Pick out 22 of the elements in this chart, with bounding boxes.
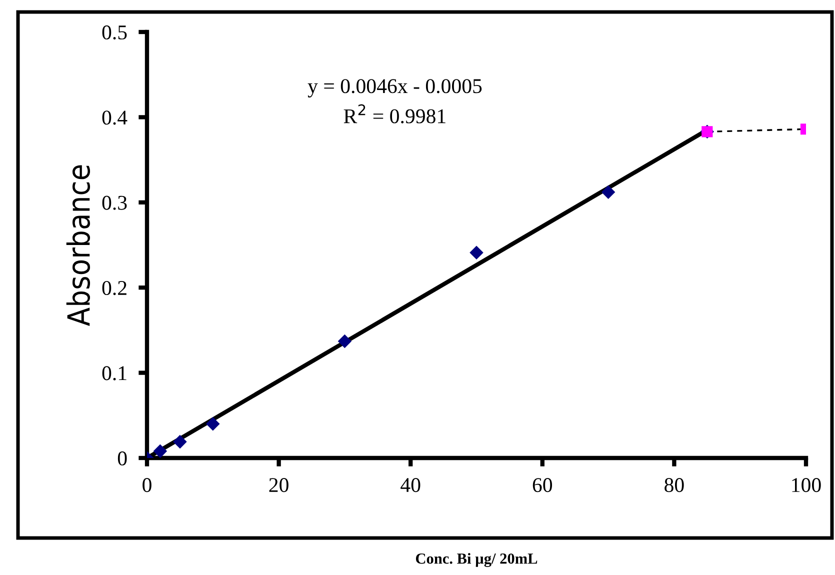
x-tick-label: 60 bbox=[532, 478, 552, 492]
point bbox=[602, 186, 615, 199]
x-tick-label: 20 bbox=[269, 478, 288, 492]
y-tick-label: 0.2 bbox=[102, 280, 126, 296]
annotation: R$^{2}$ = 0.9981 bbox=[344, 104, 446, 124]
x-tick-label: 80 bbox=[664, 478, 684, 492]
y-tick-label: 0.1 bbox=[102, 366, 126, 380]
point bbox=[206, 417, 220, 431]
x-tick-label: 100 bbox=[792, 478, 821, 492]
x-tick-label: 40 bbox=[400, 478, 420, 492]
y-tick-label: 0.5 bbox=[102, 25, 127, 40]
y-tick-label: 0.4 bbox=[102, 110, 128, 125]
y-axis-title: Absorbance bbox=[66, 165, 90, 326]
point bbox=[338, 334, 352, 348]
annotation: y = 0.0046x - 0.0005 bbox=[308, 79, 482, 98]
x-axis-title: Conc. Bi µg/ 20mL bbox=[416, 553, 538, 567]
point bbox=[154, 444, 167, 458]
x-tick-label: 0 bbox=[142, 478, 152, 492]
y-tick-label: 0.3 bbox=[102, 196, 127, 210]
point bbox=[470, 246, 484, 260]
point bbox=[173, 435, 187, 448]
y-tick-label: 0 bbox=[118, 451, 127, 466]
